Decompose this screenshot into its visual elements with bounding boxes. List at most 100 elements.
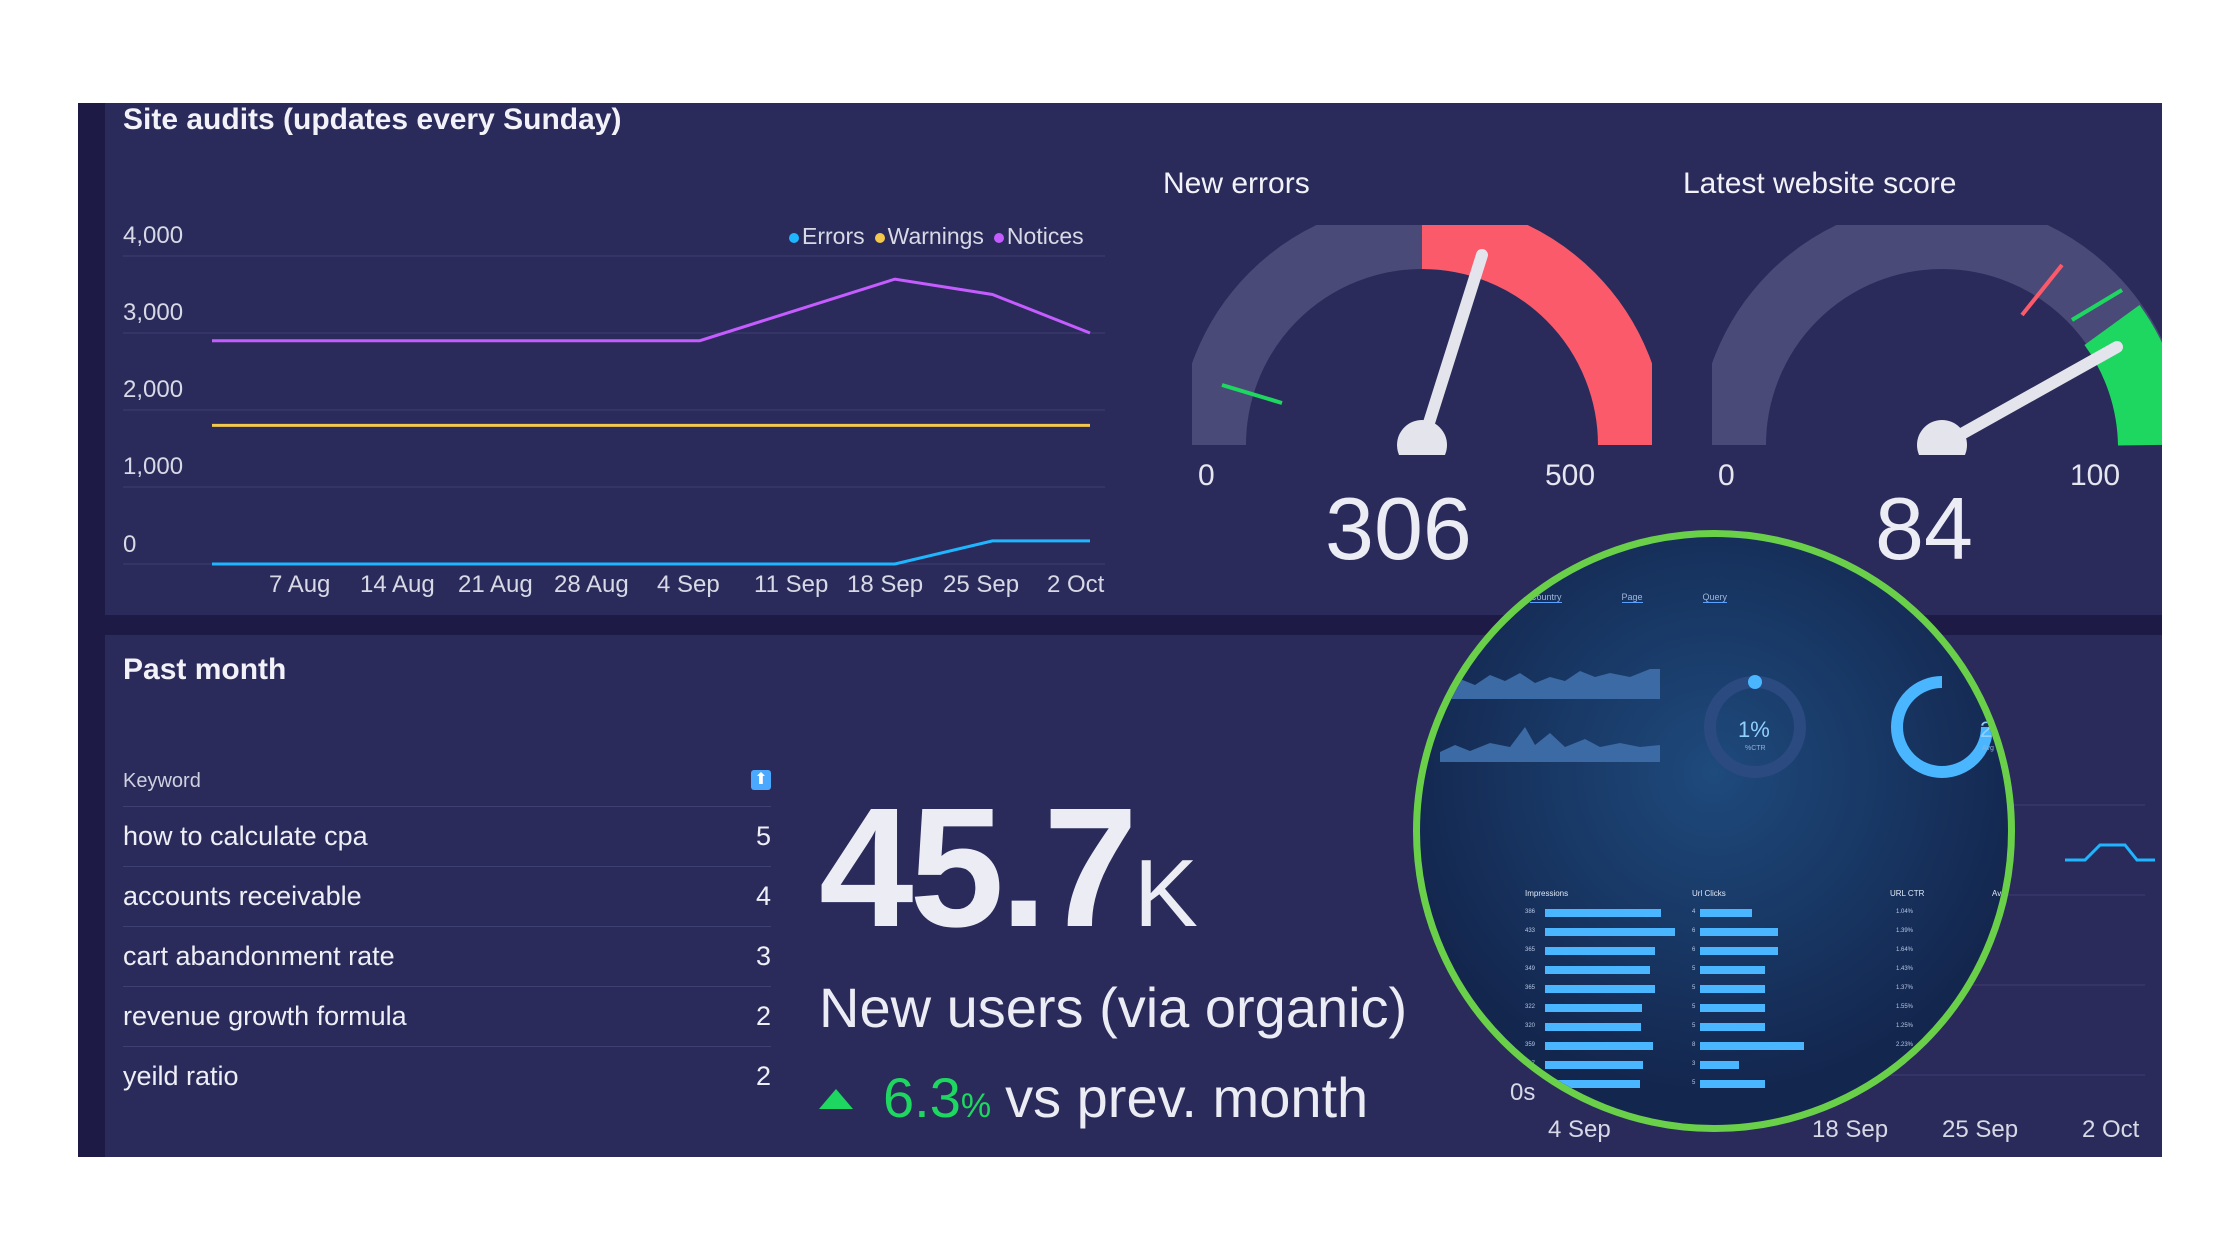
legend-notices[interactable]: Notices <box>993 223 1084 250</box>
keyword-text: how to calculate cpa <box>123 821 368 851</box>
keyword-row[interactable]: how to calculate cpa 5 <box>123 806 771 867</box>
new-errors-value: 306 <box>1325 479 1472 578</box>
inset-ctr-value: 1.55% <box>1896 1004 1914 1010</box>
inset-clicks-bar <box>1700 985 1765 993</box>
ytick-0: 0 <box>123 531 137 558</box>
ytick-1000: 1,000 <box>123 453 184 480</box>
inset-clicks-bar <box>1700 1061 1739 1069</box>
inset-magnifier: Country Page Query 1% %CTR 2. Avg Po Imp… <box>1413 530 2015 1132</box>
gauge-target-mark <box>2070 288 2124 322</box>
inset-clicks-value: 4 <box>1692 909 1696 915</box>
gauge-needle <box>1416 249 1488 451</box>
inset-tab-page[interactable]: Page <box>1621 592 1643 603</box>
legend-warnings[interactable]: Warnings <box>874 223 984 250</box>
inset-impressions-bar <box>1545 1080 1641 1088</box>
inset-clicks-value: 6 <box>1692 947 1696 953</box>
audits-legend: Errors Warnings Notices <box>789 223 1084 250</box>
keyword-row[interactable]: yeild ratio 2 <box>123 1046 771 1107</box>
inset-impressions-bar <box>1545 928 1675 936</box>
inset-clicks-bar <box>1700 966 1765 974</box>
website-score-value: 84 <box>1875 479 1973 578</box>
inset-clicks-value: 8 <box>1692 1042 1696 1048</box>
right-chart-ytick: 0s <box>1510 1079 1536 1106</box>
inset-impressions-bar <box>1545 1023 1642 1031</box>
inset-impressions-bar <box>1545 1061 1644 1069</box>
inset-filter-tabs: Country Page Query <box>1530 592 1728 603</box>
inset-clicks-bar <box>1700 1004 1765 1012</box>
legend-notices-label: Notices <box>1006 223 1084 249</box>
inset-col-clicks: Url Clicks <box>1692 889 1726 898</box>
new-errors-min: 0 <box>1198 459 1215 492</box>
inset-impressions-value: 349 <box>1525 966 1536 972</box>
warnings-dot-icon <box>874 232 885 243</box>
donut-arc <box>1891 676 1993 778</box>
inset-impressions-value: 365 <box>1525 985 1536 991</box>
inset-clicks-value: 3 <box>1692 1061 1696 1067</box>
inset-clicks-bar <box>1700 1042 1804 1050</box>
inset-clicks-value: 6 <box>1692 928 1696 934</box>
inset-avgpos-donut <box>1891 676 1993 778</box>
inset-ctr-value: 2.23% <box>1896 1042 1914 1048</box>
inset-impressions-bar <box>1545 909 1661 917</box>
inset-impressions-value: 322 <box>1525 1004 1536 1010</box>
xtick-18sep: 18 Sep <box>847 571 924 598</box>
right-chart-xtick-25sep: 25 Sep <box>1942 1116 2019 1143</box>
inset-impressions-bar <box>1545 1042 1653 1050</box>
inset-col-ave: Ave <box>1992 889 2006 898</box>
inset-avgpos-label: Avg Po <box>1982 745 2005 752</box>
keyword-table-header: Keyword ⬆ <box>123 770 771 793</box>
keyword-row[interactable]: accounts receivable 4 <box>123 866 771 927</box>
inset-area-2 <box>1440 727 1660 762</box>
legend-warnings-label: Warnings <box>887 223 984 249</box>
inset-impressions-bar <box>1545 985 1655 993</box>
errors-series-line <box>212 539 1090 566</box>
keyword-count: 2 <box>755 1001 771 1031</box>
new-users-suffix: K <box>1133 840 1198 947</box>
keyword-row[interactable]: cart abandonment rate 3 <box>123 926 771 987</box>
inset-clicks-bar <box>1700 928 1778 936</box>
legend-errors-label: Errors <box>802 223 865 249</box>
inset-ctr-value: 1% <box>1738 717 1770 742</box>
gauge-needle <box>1936 341 2123 451</box>
keyword-count: 2 <box>755 1061 771 1091</box>
gauge-warning-mark <box>2020 263 2064 317</box>
website-score-min: 0 <box>1718 459 1735 492</box>
new-users-value: 45.7K <box>819 770 1198 966</box>
website-score-max: 100 <box>2070 459 2121 492</box>
legend-errors[interactable]: Errors <box>789 223 865 250</box>
keyword-count: 3 <box>755 941 771 971</box>
inset-ctr-value: 1.04% <box>1896 909 1914 915</box>
xtick-2oct: 2 Oct <box>1047 571 1105 598</box>
inset-area-charts <box>1440 669 1660 762</box>
website-score-gauge <box>1712 225 2162 455</box>
right-chart-xtick-2oct: 2 Oct <box>2082 1116 2140 1143</box>
errors-dot-icon <box>789 232 799 243</box>
new-errors-gauge <box>1192 225 1652 455</box>
notices-dot-icon <box>993 232 1004 243</box>
gauge-good-zone <box>2084 305 2162 447</box>
gauge-track <box>1712 225 2162 446</box>
inset-clicks-bar <box>1700 1023 1765 1031</box>
keyword-row[interactable]: revenue growth formula 2 <box>123 986 771 1047</box>
inset-ctr-label: %CTR <box>1745 745 1766 752</box>
site-audits-panel: Site audits (updates every Sunday) Error… <box>105 103 2162 615</box>
keyword-count: 5 <box>755 821 771 851</box>
inset-clicks-bar <box>1700 1080 1765 1088</box>
delta-value: 6.3 <box>883 1066 961 1129</box>
past-month-title: Past month <box>123 653 287 686</box>
ytick-2000: 2,000 <box>123 376 184 403</box>
xtick-21aug: 21 Aug <box>458 571 533 598</box>
inset-tab-country[interactable]: Country <box>1530 592 1562 603</box>
gauge-pivot <box>1917 420 1967 455</box>
keyword-column-header: Keyword <box>123 770 201 792</box>
sort-icon[interactable]: ⬆ <box>751 770 771 790</box>
inset-impressions-value: 320 <box>1525 1023 1536 1029</box>
donut-value-dot <box>1748 675 1762 689</box>
inset-impressions-bar <box>1545 1004 1642 1012</box>
xtick-11sep: 11 Sep <box>754 571 829 598</box>
delta-unit: % <box>960 1087 992 1125</box>
inset-impressions-value: 318 <box>1525 1080 1536 1086</box>
inset-tab-query[interactable]: Query <box>1702 592 1728 603</box>
inset-impressions-value: 365 <box>1525 947 1536 953</box>
new-users-delta: 6.3% vs prev. month <box>819 1065 1368 1130</box>
